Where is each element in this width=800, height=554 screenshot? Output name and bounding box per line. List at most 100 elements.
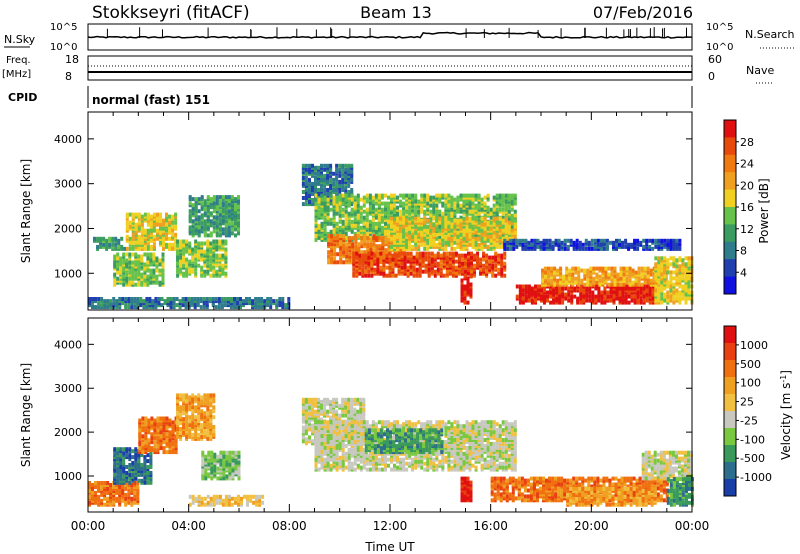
range-cell (623, 267, 626, 271)
range-cell (103, 303, 106, 307)
range-cell (317, 188, 320, 192)
range-cell (473, 268, 476, 272)
range-cell (546, 239, 549, 243)
range-cell (688, 260, 691, 264)
range-cell (302, 202, 305, 206)
range-cell (646, 289, 649, 293)
range-cell (401, 266, 404, 270)
range-cell (317, 166, 320, 170)
range-cell (515, 245, 518, 249)
range-cell (360, 220, 363, 224)
range-cell (209, 248, 212, 252)
range-cell (378, 214, 381, 218)
range-cell (660, 301, 663, 305)
range-cell (675, 239, 678, 243)
range-cell (443, 274, 446, 278)
range-cell (308, 178, 311, 182)
range-cell (571, 273, 574, 277)
range-cell (155, 275, 158, 279)
range-cell (534, 239, 537, 243)
range-cell (272, 299, 275, 303)
range-cell (470, 252, 473, 256)
range-cell (499, 200, 502, 204)
range-cell (611, 283, 614, 287)
range-cell (364, 266, 367, 270)
range-cell (574, 267, 577, 271)
range-cell (611, 271, 614, 275)
range-cell (419, 252, 422, 256)
range-cell (657, 272, 660, 276)
colorbar-tick-label: 24 (740, 158, 754, 171)
range-cell (632, 281, 635, 285)
range-cell (231, 221, 234, 225)
range-cell (402, 217, 405, 221)
range-cell (411, 221, 414, 225)
range-cell (505, 235, 508, 239)
range-cell (568, 273, 571, 277)
range-cell (191, 256, 194, 260)
range-cell (127, 297, 130, 301)
range-cell (423, 229, 426, 233)
range-cell (146, 275, 149, 279)
range-cell (339, 226, 342, 230)
range-cell (472, 239, 475, 243)
range-cell (500, 254, 503, 258)
range-cell (393, 194, 396, 198)
range-cell (426, 241, 429, 245)
range-cell (281, 297, 284, 301)
range-cell (438, 229, 441, 233)
range-cell (347, 164, 350, 168)
colorbar-segment (724, 155, 736, 173)
range-cell (224, 248, 227, 252)
range-cell (198, 215, 201, 219)
range-cell (385, 236, 388, 240)
range-cell (224, 272, 227, 276)
range-cell (314, 172, 317, 176)
range-cell (395, 254, 398, 258)
range-cell (521, 239, 524, 243)
range-cell (317, 172, 320, 176)
range-cell (305, 164, 308, 168)
range-cell (179, 256, 182, 260)
range-cell (591, 243, 594, 247)
range-cell (685, 287, 688, 291)
range-cell (648, 245, 651, 249)
range-cell (326, 174, 329, 178)
colorbar-segment (724, 207, 736, 225)
range-cell (354, 218, 357, 222)
range-cell (133, 297, 136, 301)
range-cell (109, 483, 112, 487)
range-cell (97, 481, 100, 485)
range-cell (257, 297, 260, 301)
range-cell (499, 239, 502, 243)
range-cell (475, 194, 478, 198)
range-cell (688, 297, 691, 301)
range-cell (624, 245, 627, 249)
range-cell (466, 210, 469, 214)
colorbar-segment (724, 190, 736, 208)
range-cell (426, 198, 429, 202)
range-cell (338, 180, 341, 184)
range-cell (121, 489, 124, 493)
range-cell (609, 241, 612, 245)
range-cell (302, 196, 305, 200)
range-cell (629, 267, 632, 271)
range-cell (345, 222, 348, 226)
range-cell (541, 279, 544, 283)
range-cell (444, 247, 447, 251)
range-cell (544, 267, 547, 271)
range-cell (345, 194, 348, 198)
range-cell (336, 204, 339, 208)
range-cell (176, 268, 179, 272)
range-cell (173, 297, 176, 301)
range-cell (345, 214, 348, 218)
range-cell (363, 234, 366, 238)
freq-unit: [MHz] (2, 69, 31, 80)
range-cell (426, 202, 429, 206)
range-cell (503, 262, 506, 266)
range-cell (524, 245, 527, 249)
range-cell (354, 234, 357, 238)
nsky-tick-bottom: 10^0 (50, 42, 77, 53)
range-cell (91, 297, 94, 301)
range-cell (583, 269, 586, 273)
